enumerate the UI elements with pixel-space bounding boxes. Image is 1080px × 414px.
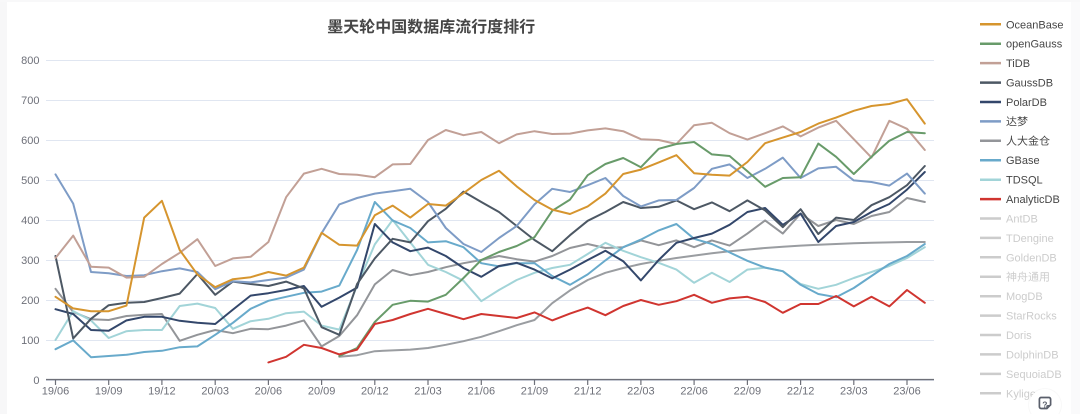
svg-text:openGauss: openGauss [1006,39,1063,51]
svg-text:21/12: 21/12 [574,385,602,397]
svg-text:TiDB: TiDB [1006,58,1030,70]
svg-text:600: 600 [21,135,39,147]
svg-text:300: 300 [21,255,39,267]
svg-text:800: 800 [21,55,39,67]
svg-text:22/12: 22/12 [787,385,815,397]
svg-text:AntDB: AntDB [1006,214,1038,226]
svg-text:MogDB: MogDB [1006,291,1043,303]
svg-text:500: 500 [21,175,39,187]
svg-text:22/06: 22/06 [680,385,708,397]
svg-text:21/06: 21/06 [468,385,496,397]
svg-text:PolarDB: PolarDB [1006,97,1047,109]
svg-text:DolphinDB: DolphinDB [1006,349,1059,361]
svg-text:23/06: 23/06 [893,385,921,397]
svg-text:Doris: Doris [1006,330,1032,342]
svg-text:GBase: GBase [1006,155,1040,167]
svg-text:TDengine: TDengine [1006,233,1054,245]
svg-text:21/03: 21/03 [414,385,442,397]
svg-text:21/09: 21/09 [521,385,549,397]
svg-text:GoldenDB: GoldenDB [1006,252,1057,264]
svg-text:20/12: 20/12 [361,385,389,397]
svg-text:GaussDB: GaussDB [1006,78,1053,90]
svg-text:OceanBase: OceanBase [1006,19,1063,31]
svg-text:700: 700 [21,95,39,107]
svg-text:TDSQL: TDSQL [1006,175,1043,187]
svg-text:SequoiaDB: SequoiaDB [1006,369,1062,381]
svg-text:?: ? [1042,399,1047,409]
svg-text:20/03: 20/03 [201,385,229,397]
svg-text:23/03: 23/03 [840,385,868,397]
svg-text:0: 0 [33,375,39,387]
svg-text:400: 400 [21,215,39,227]
svg-text:19/06: 19/06 [42,385,70,397]
svg-text:100: 100 [21,335,39,347]
svg-text:StarRocks: StarRocks [1006,311,1057,323]
svg-text:AnalyticDB: AnalyticDB [1006,194,1060,206]
svg-text:20/09: 20/09 [308,385,336,397]
svg-text:22/09: 22/09 [734,385,762,397]
svg-text:20/06: 20/06 [255,385,283,397]
svg-text:200: 200 [21,295,39,307]
svg-text:22/03: 22/03 [627,385,655,397]
svg-text:19/12: 19/12 [148,385,176,397]
svg-text:19/09: 19/09 [95,385,123,397]
